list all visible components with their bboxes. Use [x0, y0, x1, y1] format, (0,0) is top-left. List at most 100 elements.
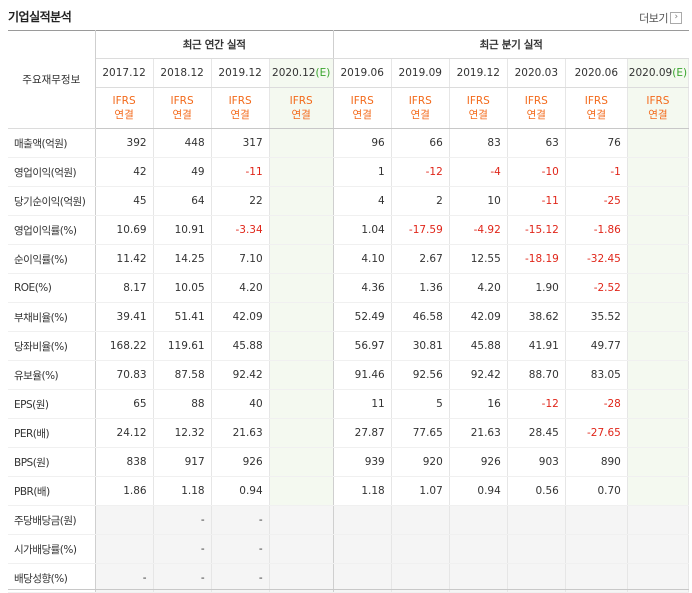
table-cell: -12 — [507, 389, 566, 419]
table-cell — [627, 534, 690, 564]
table-cell — [269, 563, 334, 593]
table-cell: 903 — [507, 447, 566, 477]
annual-period-header: 2018.12 — [153, 58, 212, 88]
ifrs-badge: IFRS 연결 — [449, 87, 508, 129]
table-row: 배당성향(%) - - - — [8, 563, 690, 593]
estimate-mark: (E) — [672, 67, 688, 79]
table-cell — [269, 389, 334, 419]
table-cell: 88 — [153, 389, 212, 419]
table-row: 당기순이익(억원) 45 64 22 4 2 10 -11 -25 — [8, 186, 690, 216]
consolidated-label: 연결 — [648, 109, 668, 121]
table-cell: 66 — [391, 128, 450, 158]
table-cell: 11.42 — [95, 244, 154, 274]
table-cell: 83.05 — [565, 360, 628, 390]
row-label: PER(배) — [8, 418, 96, 448]
more-link[interactable]: 더보기 › — [639, 10, 682, 26]
table-cell: 448 — [153, 128, 212, 158]
table-cell — [627, 215, 690, 245]
table-cell — [627, 476, 690, 506]
row-label: 부채비율(%) — [8, 302, 96, 332]
table-row: EPS(원) 65 88 40 11 5 16 -12 -28 — [8, 389, 690, 419]
quarter-period-header: 2020.09(E) — [627, 58, 690, 88]
estimate-mark: (E) — [315, 67, 331, 79]
table-cell: -25 — [565, 186, 628, 216]
table-cell: 22 — [211, 186, 270, 216]
table-cell — [269, 302, 334, 332]
ifrs-badge: IFRS 연결 — [507, 87, 566, 129]
table-cell — [269, 331, 334, 361]
table-cell: 30.81 — [391, 331, 450, 361]
table-cell: 168.22 — [95, 331, 154, 361]
row-label: EPS(원) — [8, 389, 96, 419]
table-cell: -1.86 — [565, 215, 628, 245]
table-row: 당좌비율(%) 168.22 119.61 45.88 56.97 30.81 45.88 4… — [8, 331, 690, 361]
table-cell: 92.42 — [211, 360, 270, 390]
table-cell — [449, 534, 508, 564]
table-cell: 92.42 — [449, 360, 508, 390]
table-cell — [627, 505, 690, 535]
table-cell: 2.67 — [391, 244, 450, 274]
ifrs-label: IFRS — [112, 95, 136, 107]
period-label: 2020.12 — [272, 67, 316, 79]
table-cell: - — [211, 534, 270, 564]
table-cell: 87.58 — [153, 360, 212, 390]
table-cell: 96 — [333, 128, 392, 158]
table-cell: 0.56 — [507, 476, 566, 506]
table-row: PBR(배) 1.86 1.18 0.94 1.18 1.07 0.94 0.56 0.70 — [8, 476, 690, 506]
table-cell — [627, 418, 690, 448]
table-cell: - — [95, 563, 154, 593]
table-cell: 926 — [449, 447, 508, 477]
table-cell: 70.83 — [95, 360, 154, 390]
ifrs-label: IFRS — [408, 95, 432, 107]
table-cell: -18.19 — [507, 244, 566, 274]
table-cell: 1.04 — [333, 215, 392, 245]
consolidated-label: 연결 — [410, 109, 430, 121]
table-cell — [269, 157, 334, 187]
table-cell — [269, 273, 334, 303]
table-cell: 4.20 — [449, 273, 508, 303]
table-cell: -4 — [449, 157, 508, 187]
table-cell — [507, 563, 566, 593]
table-cell: -1 — [565, 157, 628, 187]
table-cell: 45 — [95, 186, 154, 216]
table-row: PER(배) 24.12 12.32 21.63 27.87 77.65 21.63 28.4… — [8, 418, 690, 448]
table-row: 유보율(%) 70.83 87.58 92.42 91.46 92.56 92.42 88.7… — [8, 360, 690, 390]
table-cell: - — [211, 505, 270, 535]
table-cell — [627, 128, 690, 158]
table-cell: 39.41 — [95, 302, 154, 332]
period-label: 2020.09 — [628, 67, 673, 79]
table-cell — [627, 273, 690, 303]
table-cell: 119.61 — [153, 331, 212, 361]
period-label: 2019.09 — [398, 67, 442, 79]
consolidated-label: 연결 — [586, 109, 606, 121]
table-cell: 10.91 — [153, 215, 212, 245]
table-cell — [565, 563, 628, 593]
table-cell — [269, 534, 334, 564]
financial-table: 주요재무정보 최근 연간 실적 최근 분기 실적 2017.12 2018.12 2… — [8, 30, 690, 593]
table-cell: 1 — [333, 157, 392, 187]
table-cell: -2.52 — [565, 273, 628, 303]
table-cell — [95, 505, 154, 535]
table-cell: - — [153, 505, 212, 535]
table-cell: 92.56 — [391, 360, 450, 390]
table-cell: 7.10 — [211, 244, 270, 274]
table-cell — [391, 534, 450, 564]
ifrs-badge: IFRS 연결 — [333, 87, 392, 129]
ifrs-badge: IFRS 연결 — [565, 87, 628, 129]
ifrs-badge: IFRS 연결 — [211, 87, 270, 129]
row-label: BPS(원) — [8, 447, 96, 477]
table-cell: 5 — [391, 389, 450, 419]
annual-period-header: 2017.12 — [95, 58, 154, 88]
table-cell — [627, 302, 690, 332]
table-cell — [333, 534, 392, 564]
table-cell: 11 — [333, 389, 392, 419]
consolidated-label: 연결 — [172, 109, 192, 121]
table-cell: 52.49 — [333, 302, 392, 332]
table-cell: 917 — [153, 447, 212, 477]
period-label: 2017.12 — [102, 67, 146, 79]
table-cell: 1.18 — [333, 476, 392, 506]
row-label: 영업이익(억원) — [8, 157, 96, 187]
table-cell: 63 — [507, 128, 566, 158]
table-cell: 41.91 — [507, 331, 566, 361]
ifrs-badge: IFRS 연결 — [95, 87, 154, 129]
